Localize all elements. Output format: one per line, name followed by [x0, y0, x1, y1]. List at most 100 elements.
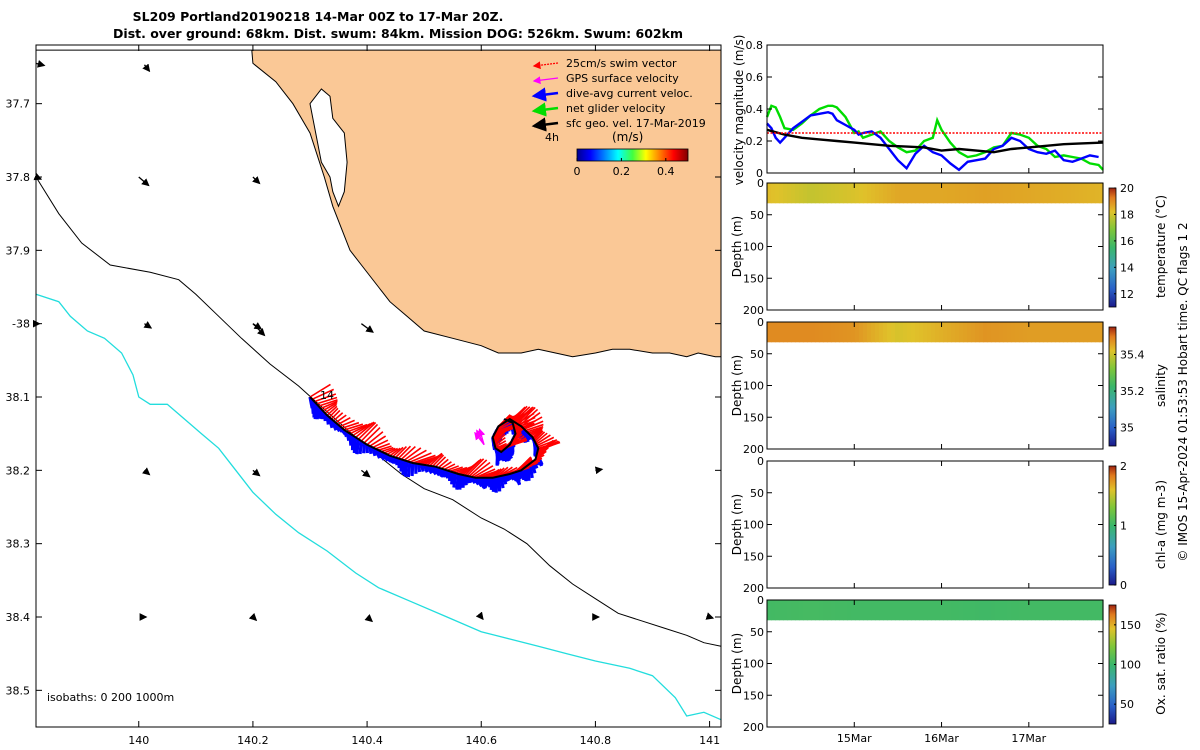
colorbar-tick-label: 35.2 — [1120, 385, 1145, 398]
section-cell — [1055, 183, 1060, 204]
current-vector — [348, 433, 353, 446]
swim-vector — [537, 439, 558, 448]
current-vector — [410, 462, 415, 477]
section-cell — [767, 600, 772, 621]
section-cell — [803, 183, 808, 204]
section-cell — [815, 183, 820, 204]
swim-vector — [470, 461, 491, 478]
swim-vector — [320, 400, 338, 410]
section-cell — [919, 322, 924, 343]
velocity-ylabel: velocity magnitude (m/s) — [732, 35, 746, 186]
section-cell — [779, 600, 784, 621]
map-xtick-label: 140.2 — [237, 734, 269, 747]
swim-vector — [494, 437, 506, 447]
swim-vector — [375, 442, 391, 450]
geo-vector — [142, 63, 151, 73]
swim-vector — [472, 465, 494, 478]
time-xtick-label: 16Mar — [924, 732, 959, 745]
current-vector — [371, 447, 377, 457]
section-cell — [827, 600, 832, 621]
section-cell — [1063, 600, 1068, 621]
swim-vector — [489, 468, 500, 479]
section-cell — [1067, 183, 1072, 204]
swim-vector — [363, 426, 381, 444]
swim-vector — [403, 447, 422, 461]
section-cell — [1043, 600, 1048, 621]
current-vector — [452, 472, 458, 488]
section-cell — [807, 322, 812, 343]
section-cell — [1083, 322, 1088, 343]
swim-vector — [493, 430, 506, 444]
section-cell — [967, 183, 972, 204]
section-cell — [899, 322, 904, 343]
swim-vector — [466, 458, 485, 477]
swim-vector — [324, 403, 338, 414]
swim-vector — [449, 466, 463, 473]
section-cell — [823, 322, 828, 343]
section-cell — [903, 600, 908, 621]
swim-vector — [536, 436, 555, 447]
colorbar-tick-label: 100 — [1120, 659, 1141, 672]
section-cell — [927, 322, 932, 343]
section-colorbar-label: Ox. sat. ratio (%) — [1154, 612, 1168, 714]
swim-vector — [383, 447, 396, 454]
section-cell — [807, 600, 812, 621]
section-cell — [839, 600, 844, 621]
section-cell — [903, 183, 908, 204]
section-cell — [1079, 183, 1084, 204]
swim-vector — [337, 417, 351, 426]
colorbar-tick-label: 1 — [1120, 520, 1127, 533]
section-ytick-label: 50 — [750, 348, 764, 361]
section-cell — [795, 322, 800, 343]
section-cell — [1007, 183, 1012, 204]
swim-vector — [514, 422, 535, 431]
section-cell — [1043, 183, 1048, 204]
swim-vector — [381, 446, 394, 453]
current-vector — [455, 473, 461, 490]
section-cell — [1059, 322, 1064, 343]
map-ytick-label: 38.2 — [6, 464, 31, 477]
section-cell — [1043, 322, 1048, 343]
section-cell — [1083, 600, 1088, 621]
colorbar-tick-label: 14 — [1120, 261, 1134, 274]
section-cell — [867, 183, 872, 204]
section-cell — [1007, 600, 1012, 621]
section-cell — [779, 322, 784, 343]
section-cell — [1067, 322, 1072, 343]
swim-vector — [339, 419, 355, 428]
section-cell — [1055, 322, 1060, 343]
map-ytick-label: 37.9 — [6, 244, 31, 257]
swim-vector — [493, 428, 507, 443]
swim-vector — [360, 423, 379, 442]
swim-vector — [534, 446, 549, 460]
swim-vector — [533, 430, 544, 441]
section-cell — [895, 322, 900, 343]
swim-vector — [357, 421, 377, 440]
section-cell — [783, 600, 788, 621]
section-cell — [919, 183, 924, 204]
section-cell — [963, 183, 968, 204]
swim-vector — [495, 442, 507, 450]
swim-vector — [475, 468, 496, 479]
section-cell — [951, 600, 956, 621]
swim-vector — [341, 421, 360, 429]
section-cell — [935, 183, 940, 204]
section-cell — [871, 600, 876, 621]
section-cell — [991, 183, 996, 204]
section-cell — [923, 600, 928, 621]
swim-vector — [435, 456, 447, 468]
swim-vector — [525, 423, 544, 432]
section-cell — [915, 322, 920, 343]
colorbar-label: (m/s) — [612, 130, 643, 144]
section-cell — [1003, 183, 1008, 204]
section-cell — [791, 183, 796, 204]
swim-vector — [397, 445, 412, 459]
section-cell — [1011, 183, 1016, 204]
section-cell — [979, 322, 984, 343]
section-cell — [851, 322, 856, 343]
section-cell — [831, 183, 836, 204]
current-vector — [501, 449, 509, 463]
geo-vector — [475, 611, 484, 621]
swim-vector — [464, 458, 482, 476]
swim-vector — [366, 431, 384, 446]
